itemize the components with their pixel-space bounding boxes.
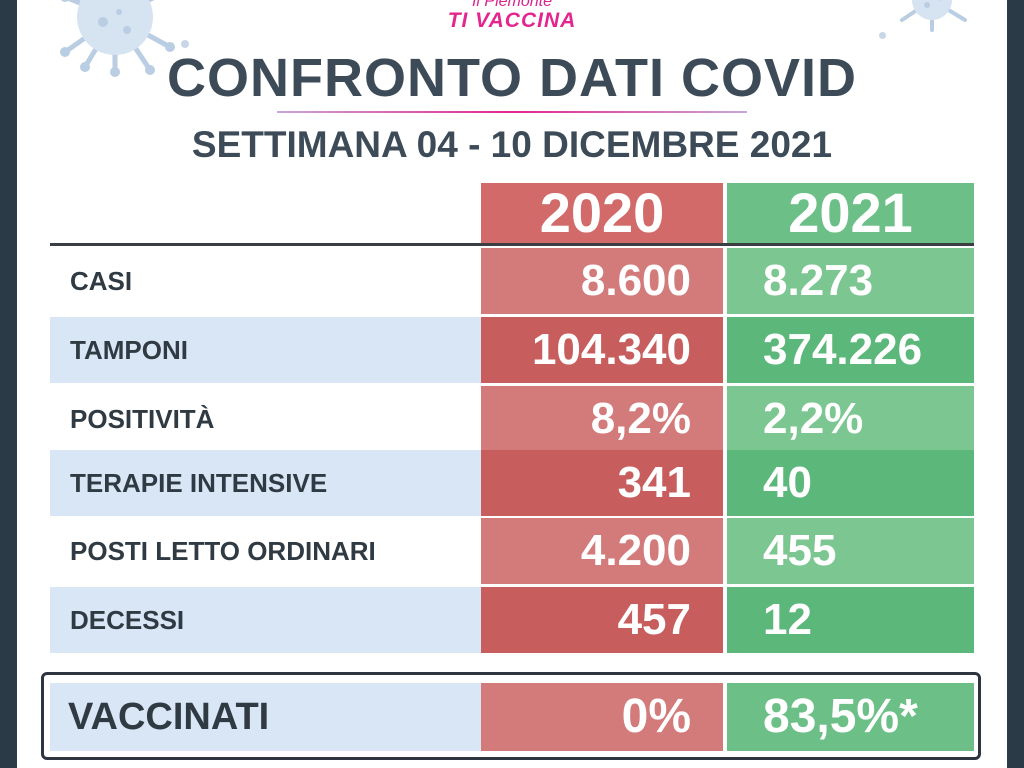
page-title: CONFRONTO DATI COVID [167, 48, 857, 108]
value-2020-cell: 0% [481, 683, 723, 751]
row-label-cell: TERAPIE INTENSIVE [50, 450, 481, 516]
row-label-cell: CASI [50, 248, 481, 314]
value-2021-cell: 12 [727, 587, 974, 653]
value-2021: 83,5%* [763, 690, 918, 743]
value-2021: 455 [763, 526, 837, 575]
page-subtitle: SETTIMANA 04 - 10 DICEMBRE 2021 [191, 124, 833, 165]
row-label-cell: VACCINATI [50, 683, 481, 751]
decorative-dot [181, 40, 189, 48]
value-2020-cell: 4.200 [481, 518, 723, 584]
value-2021-cell: 40 [727, 450, 974, 516]
logo-line-1: Il Piemonte [471, 0, 553, 10]
value-2020: 0% [621, 690, 691, 743]
value-2021: 374.226 [763, 325, 923, 374]
table-row-casi: CASI 8.600 8.273 [50, 248, 974, 314]
value-2021: 12 [763, 595, 812, 644]
infographic-card: Il Piemonte TI VACCINA CONFRONTO DATI CO… [17, 0, 1007, 768]
row-label: POSTI LETTO ORDINARI [70, 536, 376, 566]
virus-icon [60, 0, 175, 77]
column-header-2020: 2020 [481, 183, 723, 243]
value-2020-cell: 104.340 [481, 317, 723, 383]
row-label-cell: POSITIVITÀ [50, 386, 481, 452]
value-2021-cell: 455 [727, 518, 974, 584]
row-label: VACCINATI [68, 696, 270, 738]
decorative-dot [879, 32, 886, 39]
row-label-cell: DECESSI [50, 587, 481, 653]
value-2020: 8,2% [590, 394, 691, 443]
row-label: TERAPIE INTENSIVE [70, 468, 328, 498]
row-label-cell: POSTI LETTO ORDINARI [50, 518, 481, 584]
table-row-terapie-intensive: TERAPIE INTENSIVE 341 40 [50, 450, 974, 516]
value-2021: 2,2% [763, 394, 864, 443]
value-2020: 8.600 [580, 256, 691, 305]
virus-icon [900, 0, 967, 32]
value-2020-cell: 457 [481, 587, 723, 653]
table-row-positivita: POSITIVITÀ 8,2% 2,2% [50, 386, 974, 452]
value-2020-cell: 341 [481, 450, 723, 516]
value-2021: 40 [763, 458, 812, 507]
row-label: TAMPONI [70, 335, 188, 365]
value-2021-cell: 2,2% [727, 386, 974, 452]
value-2020: 341 [617, 458, 691, 507]
table-row-posti-letto-ordinari: POSTI LETTO ORDINARI 4.200 455 [50, 518, 974, 584]
value-2020: 4.200 [580, 526, 691, 575]
header-divider [50, 243, 974, 246]
value-2021-cell: 8.273 [727, 248, 974, 314]
row-label: POSITIVITÀ [70, 404, 215, 434]
value-2021-cell: 83,5%* [727, 683, 974, 751]
value-2020-cell: 8,2% [481, 386, 723, 452]
table-row-vaccinati: VACCINATI 0% 83,5%* [50, 683, 974, 751]
table-row-tamponi: TAMPONI 104.340 374.226 [50, 317, 974, 383]
row-label: CASI [70, 266, 133, 296]
row-label: DECESSI [70, 605, 185, 635]
column-header-2021: 2021 [727, 183, 974, 243]
table-row-decessi: DECESSI 457 12 [50, 587, 974, 653]
value-2021: 8.273 [763, 256, 874, 305]
value-2020: 457 [617, 595, 691, 644]
value-2020-cell: 8.600 [481, 248, 723, 314]
value-2020: 104.340 [531, 325, 691, 374]
row-label-cell: TAMPONI [50, 317, 481, 383]
title-divider [277, 111, 747, 113]
value-2021-cell: 374.226 [727, 317, 974, 383]
logo-line-2: TI VACCINA [447, 9, 577, 32]
vaccinati-box [41, 672, 981, 760]
